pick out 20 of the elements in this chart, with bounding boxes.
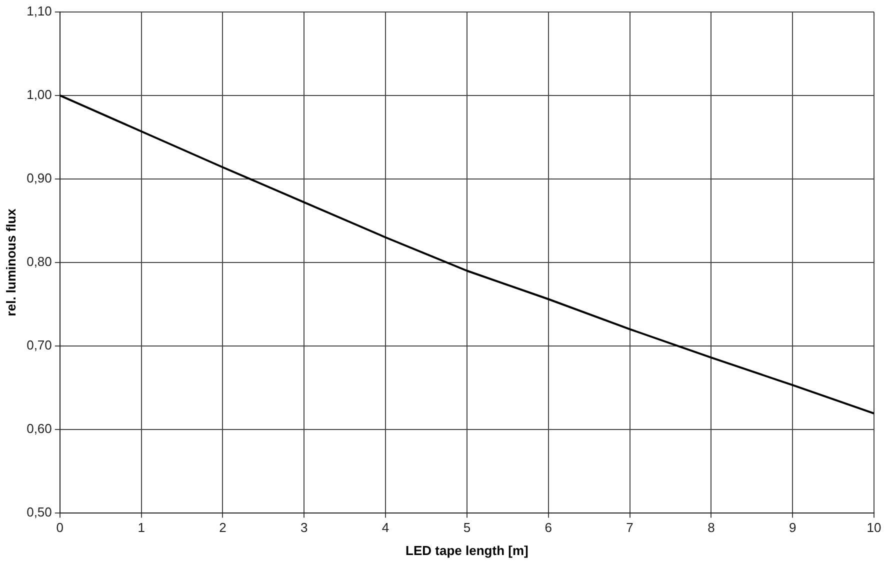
x-tick-label: 9: [788, 520, 796, 536]
x-tick-label: 8: [708, 520, 715, 536]
x-tick-label: 7: [626, 520, 634, 536]
y-tick-label: 0,70: [26, 337, 52, 352]
y-tick-label: 0,90: [26, 170, 52, 186]
x-tick-label: 1: [138, 520, 145, 536]
y-axis-title: rel. luminous flux: [3, 208, 18, 316]
x-tick-label: 10: [866, 520, 882, 536]
y-tick-label: 1,10: [26, 4, 52, 19]
x-tick-label: 5: [463, 520, 471, 536]
x-tick-label: 3: [300, 520, 308, 536]
x-tick-label: 4: [382, 520, 390, 536]
x-tick-label: 6: [544, 520, 552, 536]
y-tick-label: 0,80: [26, 254, 52, 269]
y-tick-label: 0,60: [26, 420, 52, 436]
y-tick-label: 0,50: [26, 504, 52, 520]
x-tick-label: 0: [56, 520, 64, 536]
x-tick-label: 2: [219, 520, 226, 536]
y-tick-label: 1,00: [26, 87, 52, 102]
x-axis-title: LED tape length [m]: [406, 542, 528, 558]
